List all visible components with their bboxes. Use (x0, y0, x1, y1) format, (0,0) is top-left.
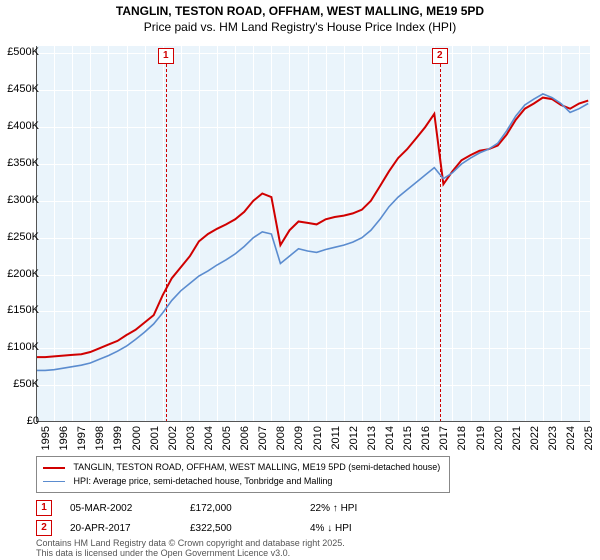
y-tick-label: £400K (0, 120, 39, 132)
x-tick-label: 2019 (475, 426, 487, 466)
legend-label-hpi: HPI: Average price, semi-detached house,… (74, 476, 333, 486)
footer-line1: Contains HM Land Registry data © Crown c… (36, 538, 345, 548)
transactions-table: 1 05-MAR-2002£172,00022% ↑ HPI 2 20-APR-201… (36, 498, 430, 538)
y-tick-label: £200K (0, 268, 39, 280)
title-line2: Price paid vs. HM Land Registry's House … (0, 20, 600, 36)
legend-item-hpi: HPI: Average price, semi-detached house,… (43, 475, 443, 489)
tx-date: 20-APR-2017 (70, 523, 190, 534)
y-tick-label: £450K (0, 83, 39, 95)
transaction-row: 1 05-MAR-2002£172,00022% ↑ HPI (36, 498, 430, 518)
y-tick-label: £500K (0, 46, 39, 58)
x-tick-label: 2018 (456, 426, 468, 466)
chart-container: TANGLIN, TESTON ROAD, OFFHAM, WEST MALLI… (0, 0, 600, 560)
title-line1: TANGLIN, TESTON ROAD, OFFHAM, WEST MALLI… (0, 4, 600, 20)
legend-item-price: TANGLIN, TESTON ROAD, OFFHAM, WEST MALLI… (43, 461, 443, 475)
plot-area: 12 (36, 46, 590, 422)
y-tick-label: £50K (0, 378, 39, 390)
y-tick-label: £300K (0, 194, 39, 206)
y-tick-label: £150K (0, 304, 39, 316)
tx-delta: 22% ↑ HPI (310, 503, 430, 514)
x-tick-label: 2023 (547, 426, 559, 466)
footer-text: Contains HM Land Registry data © Crown c… (36, 538, 345, 559)
tx-date: 05-MAR-2002 (70, 503, 190, 514)
footer-line2: This data is licensed under the Open Gov… (36, 548, 345, 558)
legend-swatch-hpi (43, 481, 65, 482)
y-tick-label: £350K (0, 157, 39, 169)
series-price_paid (36, 98, 588, 358)
transaction-row: 2 20-APR-2017£322,5004% ↓ HPI (36, 518, 430, 538)
marker-box: 1 (158, 48, 174, 64)
marker-box: 2 (432, 48, 448, 64)
y-tick-label: £0 (0, 415, 39, 427)
legend-swatch-price (43, 467, 65, 469)
x-tick-label: 2020 (493, 426, 505, 466)
x-tick-label: 2024 (565, 426, 577, 466)
title-block: TANGLIN, TESTON ROAD, OFFHAM, WEST MALLI… (0, 0, 600, 35)
x-axis-line (36, 421, 590, 422)
y-tick-label: £100K (0, 341, 39, 353)
tx-delta: 4% ↓ HPI (310, 523, 430, 534)
x-tick-label: 2022 (529, 426, 541, 466)
x-tick-label: 2025 (583, 426, 595, 466)
y-tick-label: £250K (0, 231, 39, 243)
legend-label-price: TANGLIN, TESTON ROAD, OFFHAM, WEST MALLI… (73, 462, 440, 472)
series-lines (36, 46, 590, 422)
marker-box: 1 (36, 500, 52, 516)
x-tick-label: 2021 (511, 426, 523, 466)
tx-price: £172,000 (190, 503, 310, 514)
legend: TANGLIN, TESTON ROAD, OFFHAM, WEST MALLI… (36, 456, 450, 493)
tx-price: £322,500 (190, 523, 310, 534)
marker-box: 2 (36, 520, 52, 536)
